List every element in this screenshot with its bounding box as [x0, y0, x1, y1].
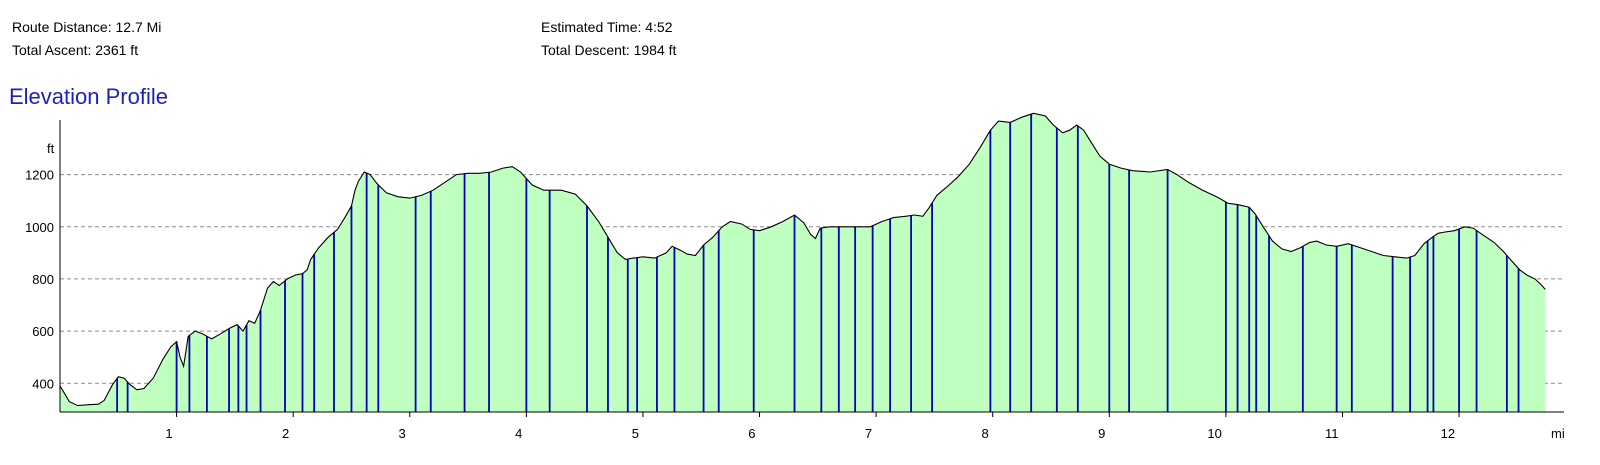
x-tick-label-10: 10 — [1207, 426, 1221, 441]
y-unit-label: ft — [47, 141, 55, 156]
elevation-line — [59, 112, 1546, 407]
x-tick-label-2: 2 — [282, 426, 289, 441]
x-tick-label-7: 7 — [865, 426, 872, 441]
elevation-area — [60, 113, 1546, 413]
y-tick-label-400: 400 — [32, 376, 54, 391]
waypoint-markers — [116, 114, 1520, 412]
x-tick-label-3: 3 — [399, 426, 406, 441]
estimated-time: Estimated Time: 4:52 — [541, 19, 673, 35]
x-tick-label-4: 4 — [515, 426, 522, 441]
y-tick-label-1000: 1000 — [25, 220, 54, 235]
total-ascent: Total Ascent: 2361 ft — [12, 42, 139, 58]
chart-title: Elevation Profile — [9, 84, 168, 109]
y-tick-label-1200: 1200 — [25, 168, 54, 183]
x-tick-label-12: 12 — [1441, 426, 1455, 441]
y-tick-label-800: 800 — [32, 272, 54, 287]
x-tick-label-5: 5 — [632, 426, 639, 441]
x-tick-label-9: 9 — [1098, 426, 1105, 441]
x-tick-label-1: 1 — [165, 426, 172, 441]
y-tick-label-600: 600 — [32, 324, 54, 339]
x-unit-label: mi — [1551, 426, 1565, 441]
x-tick-label-6: 6 — [748, 426, 755, 441]
total-descent: Total Descent: 1984 ft — [541, 42, 677, 58]
x-tick-label-8: 8 — [981, 426, 988, 441]
route-distance: Route Distance: 12.7 Mi — [12, 19, 162, 35]
x-tick-label-11: 11 — [1325, 426, 1339, 441]
